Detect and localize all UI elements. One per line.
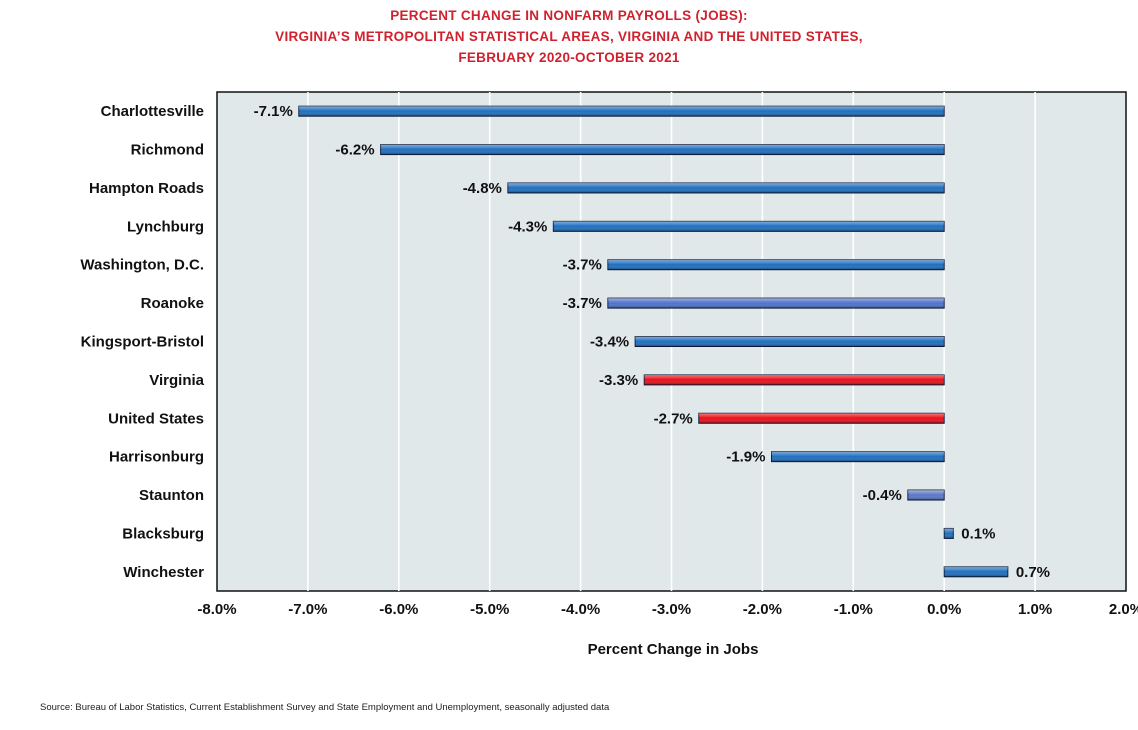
- bar: [607, 297, 945, 309]
- category-label: Winchester: [123, 564, 204, 581]
- bar: [943, 527, 954, 539]
- x-tick-label: -7.0%: [288, 601, 327, 618]
- x-tick-label: -4.0%: [561, 601, 600, 618]
- bar: [552, 220, 945, 232]
- chart-title-line-3: FEBRUARY 2020-OCTOBER 2021: [458, 50, 680, 65]
- data-label: -4.8%: [463, 180, 502, 197]
- data-label: 0.1%: [961, 525, 995, 542]
- bar: [634, 336, 945, 347]
- bar: [698, 412, 945, 424]
- x-tick-label: -6.0%: [379, 601, 418, 618]
- bar-chart: Charlottesville Richmond Hampton Roads Lync…: [80, 91, 1138, 658]
- category-label: Lynchburg: [127, 218, 204, 235]
- data-label: -0.4%: [863, 487, 902, 504]
- x-tick-label: 0.0%: [927, 601, 961, 618]
- category-label: United States: [108, 410, 204, 427]
- category-label: Hampton Roads: [89, 180, 204, 197]
- source-note: Source: Bureau of Labor Statistics, Curr…: [40, 702, 610, 713]
- bar: [507, 182, 945, 194]
- data-label: -3.4%: [590, 334, 629, 351]
- x-tick-label: -1.0%: [834, 601, 873, 618]
- data-label: -3.7%: [563, 295, 602, 312]
- x-tick-label: -3.0%: [652, 601, 691, 618]
- category-label: Charlottesville: [101, 103, 204, 120]
- x-tick-label: 2.0%: [1109, 601, 1138, 618]
- data-label: -7.1%: [254, 103, 293, 120]
- category-label: Virginia: [149, 372, 204, 389]
- data-label: -3.3%: [599, 372, 638, 389]
- bar: [607, 259, 945, 271]
- category-label: Roanoke: [141, 295, 204, 312]
- bar: [298, 105, 945, 117]
- chart-title-line-2: VIRGINIA’S METROPOLITAN STATISTICAL AREA…: [275, 29, 863, 44]
- category-label: Richmond: [131, 142, 204, 159]
- data-label: 0.7%: [1016, 564, 1050, 581]
- data-label: -4.3%: [508, 218, 547, 235]
- x-tick-label: -8.0%: [197, 601, 236, 618]
- bar: [380, 144, 945, 156]
- x-tick-label: -2.0%: [743, 601, 782, 618]
- category-label: Blacksburg: [122, 525, 204, 542]
- category-label: Kingsport-Bristol: [81, 334, 204, 351]
- data-label: -1.9%: [726, 449, 765, 466]
- data-label: -6.2%: [335, 142, 374, 159]
- bar: [907, 489, 945, 501]
- chart-title-line-1: PERCENT CHANGE IN NONFARM PAYROLLS (JOBS…: [390, 8, 748, 23]
- category-label: Washington, D.C.: [80, 257, 204, 274]
- x-tick-label: 1.0%: [1018, 601, 1052, 618]
- bar: [943, 566, 1009, 578]
- data-label: -2.7%: [654, 410, 693, 427]
- data-label: -3.7%: [563, 257, 602, 274]
- bar: [770, 451, 945, 463]
- x-tick-label: -5.0%: [470, 601, 509, 618]
- category-label: Harrisonburg: [109, 449, 204, 466]
- x-axis-label: Percent Change in Jobs: [588, 641, 759, 658]
- category-label: Staunton: [139, 487, 204, 504]
- bar: [643, 374, 945, 386]
